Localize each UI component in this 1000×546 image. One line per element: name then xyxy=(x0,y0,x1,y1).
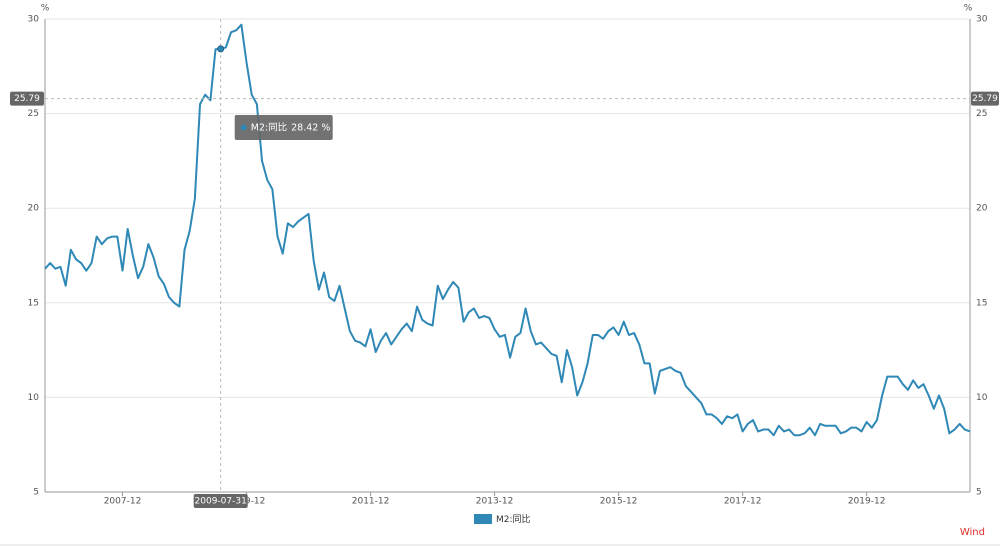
hover-point xyxy=(217,45,225,53)
y2-tick-label: 30 xyxy=(976,15,988,25)
y-tick-label: 25 xyxy=(28,109,39,119)
x-tick-label: 2017-12 xyxy=(724,497,762,507)
tooltip-series: M2:同比 xyxy=(251,121,287,133)
crosshair-y2-badge xyxy=(971,91,999,106)
x-tick-label: 2015-12 xyxy=(600,497,638,507)
tooltip-value: 28.42 xyxy=(291,122,318,133)
y2-unit: % xyxy=(964,4,973,14)
y-unit: % xyxy=(41,4,50,14)
tooltip-dot xyxy=(240,124,247,131)
x-tick-label: 2013-12 xyxy=(476,497,514,507)
y2-tick-label: 20 xyxy=(976,204,988,214)
crosshair-x-label: 2009-07-31 xyxy=(195,497,247,507)
x-tick-label: 2007-12 xyxy=(104,497,142,507)
y2-tick-label: 10 xyxy=(976,393,988,403)
y-tick-label: 30 xyxy=(28,15,40,25)
legend-label: M2:同比 xyxy=(496,513,531,525)
tooltip-unit: % xyxy=(321,122,330,133)
source: Wind xyxy=(960,527,985,538)
y2-tick-label: 5 xyxy=(976,488,982,498)
crosshair-x-badge xyxy=(193,494,248,508)
tooltip-text: M2:同比 28.42% xyxy=(251,121,331,133)
y-tick-label: 15 xyxy=(28,298,39,308)
y-tick-label: 20 xyxy=(28,204,40,214)
y-tick-label: 10 xyxy=(28,393,40,403)
crosshair-y2-label: 25.79 xyxy=(972,94,998,104)
series-line xyxy=(44,23,971,437)
y2-tick-label: 15 xyxy=(976,298,987,308)
crosshair-y-label: 25.79 xyxy=(14,94,40,104)
y-tick-label: 5 xyxy=(33,488,39,498)
x-tick-label: 2019-12 xyxy=(848,497,886,507)
x-tick-label: 2011-12 xyxy=(352,497,390,507)
crosshair-y-badge xyxy=(10,91,44,106)
y2-tick-label: 25 xyxy=(976,109,987,119)
legend-swatch xyxy=(474,514,492,524)
tooltip-box xyxy=(234,115,333,140)
